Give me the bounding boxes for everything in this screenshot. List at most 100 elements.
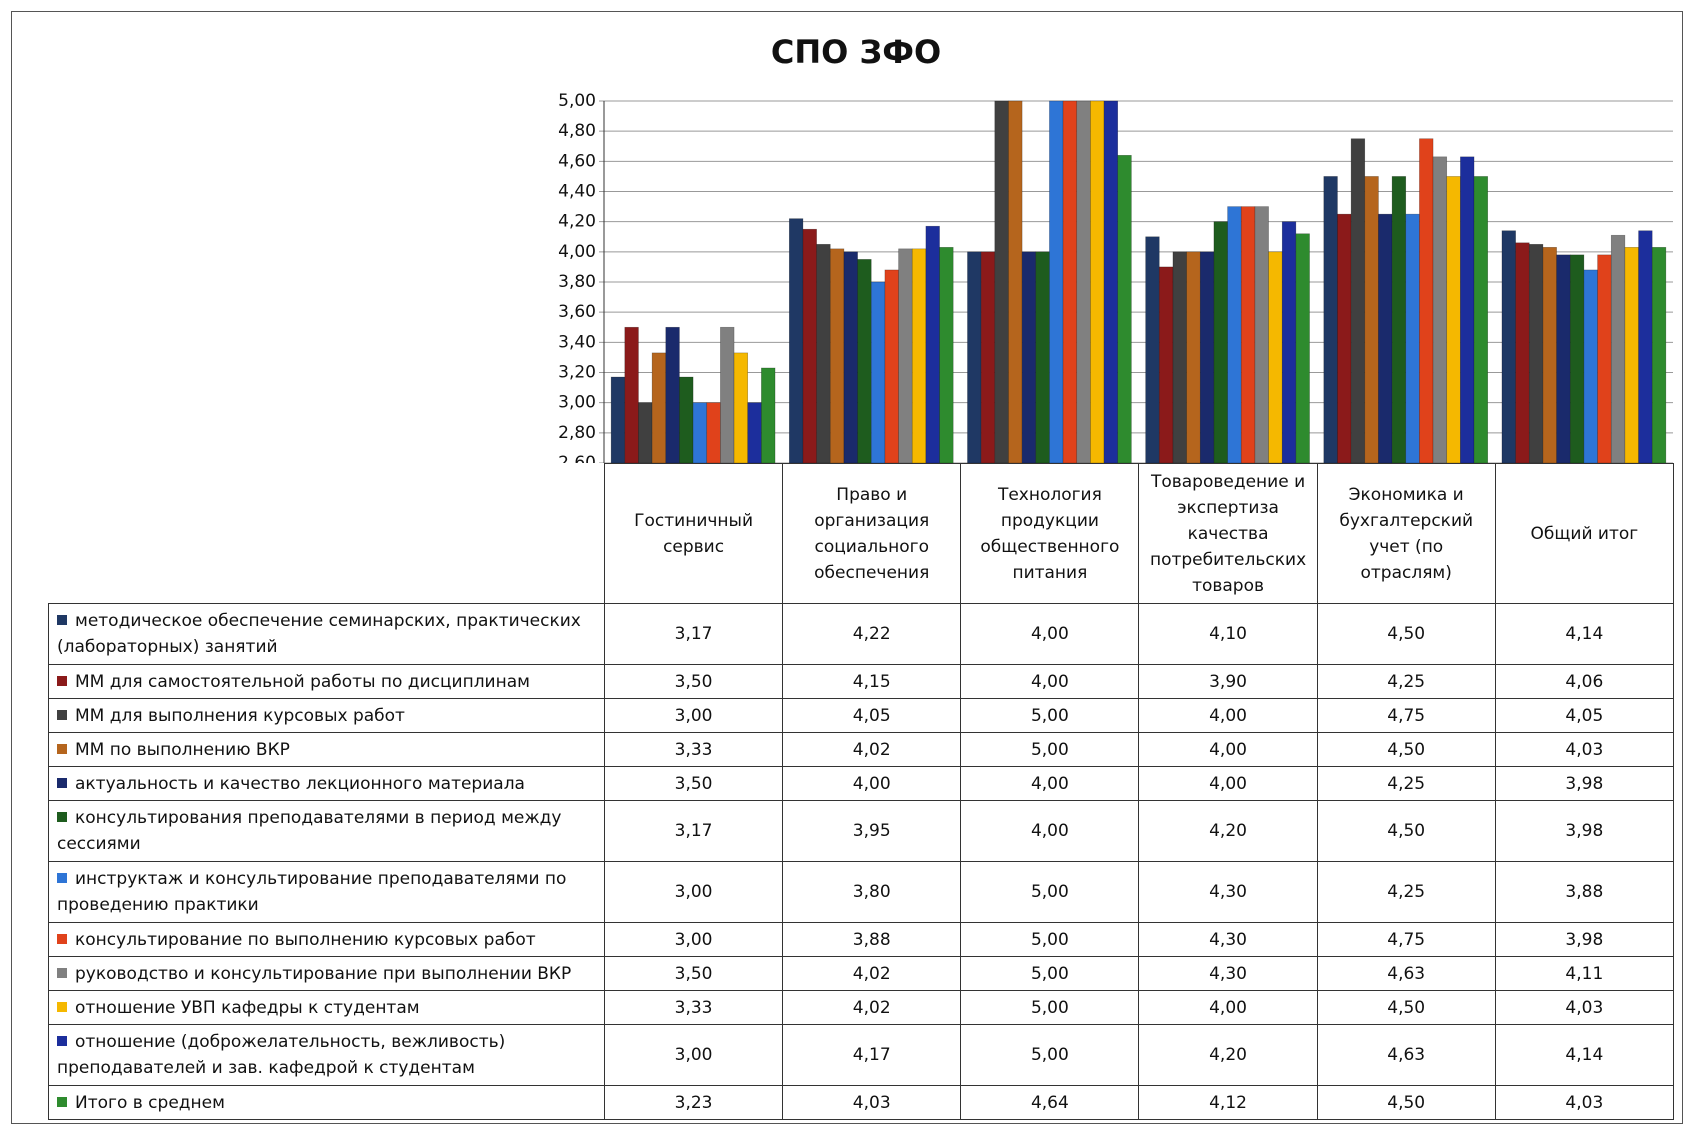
- value-cell: 4,50: [1316, 732, 1496, 767]
- value-cell: 4,03: [1494, 990, 1674, 1025]
- legend-key: [57, 933, 67, 944]
- legend-label: ММ для самостоятельной работы по дисципл…: [75, 671, 530, 692]
- value-cell: 5,00: [960, 956, 1140, 991]
- value-cell: 4,63: [1316, 956, 1496, 991]
- legend-key: [57, 675, 67, 686]
- category-label: Технология продукции общественного питан…: [960, 463, 1140, 604]
- bar: [994, 100, 1009, 463]
- value-cell: 3,50: [603, 956, 784, 991]
- value-cell: 4,05: [1494, 698, 1674, 733]
- value-cell: 3,50: [603, 664, 784, 699]
- bar: [829, 248, 845, 463]
- chart-title: СПО ЗФО: [771, 33, 941, 71]
- bar: [1172, 251, 1187, 463]
- category-label: Общий итог: [1494, 463, 1674, 604]
- table-row: ММ для выполнения курсовых работ 3,00 4,05…: [48, 698, 1674, 733]
- value-cell: 3,17: [603, 603, 784, 665]
- bar: [665, 326, 680, 463]
- bar: [692, 402, 708, 463]
- value-cell: 4,75: [1316, 698, 1496, 733]
- bar: [1090, 100, 1105, 463]
- frame: [11, 11, 1683, 1124]
- legend-key: [57, 1036, 67, 1046]
- value-cell: 3,88: [1494, 861, 1674, 923]
- legend-label: отношение УВП кафедры к студентам: [75, 997, 420, 1018]
- value-cell: 4,15: [782, 664, 962, 699]
- legend-key: [57, 873, 67, 883]
- bar: [1501, 230, 1516, 463]
- value-cell: 4,14: [1494, 603, 1674, 665]
- bar: [1240, 206, 1256, 463]
- bar: [1515, 242, 1530, 463]
- value-cell: 3,50: [603, 766, 784, 801]
- y-tick-label: 4,80: [558, 121, 596, 141]
- legend-label: Итого в среднем: [75, 1092, 225, 1113]
- legend-cell: ММ для выполнения курсовых работ: [48, 698, 605, 733]
- value-cell: 4,14: [1494, 1024, 1674, 1086]
- bar: [1062, 100, 1078, 463]
- value-cell: 5,00: [960, 861, 1140, 923]
- value-cell: 3,00: [603, 861, 784, 923]
- value-cell: 4,00: [1138, 698, 1318, 733]
- value-cell: 4,63: [1316, 1024, 1496, 1086]
- legend-key: [57, 709, 67, 720]
- legend-cell: консультирование по выполнению курсовых …: [48, 922, 605, 957]
- value-cell: 4,05: [782, 698, 962, 733]
- value-cell: 4,22: [782, 603, 962, 665]
- value-cell: 4,50: [1316, 990, 1496, 1025]
- bar: [1076, 100, 1091, 463]
- value-cell: 5,00: [960, 922, 1140, 957]
- bar: [1254, 206, 1269, 463]
- value-cell: 3,17: [603, 800, 784, 862]
- bar: [1337, 213, 1352, 463]
- legend-label: методическое обеспечение семинарских, пр…: [57, 611, 581, 657]
- data-table: Гостиничный сервис Право и организация со…: [48, 463, 1674, 1120]
- bar: [1145, 236, 1160, 463]
- bar: [610, 376, 626, 463]
- table-row: Итого в среднем 3,23 4,03 4,64 4,12 4,50 4,03: [48, 1085, 1674, 1120]
- y-tick-label: 4,60: [558, 151, 596, 171]
- legend-label: руководство и консультирование при выпол…: [75, 963, 572, 984]
- value-cell: 4,00: [960, 766, 1140, 801]
- category-label: Товароведение и экспертиза качества потр…: [1138, 463, 1318, 604]
- bar: [1350, 138, 1366, 463]
- bar: [624, 326, 639, 463]
- y-tick-label: 3,60: [558, 302, 596, 322]
- bar: [1419, 138, 1434, 463]
- y-tick-label: 3,40: [558, 332, 596, 352]
- bar: [1186, 251, 1201, 463]
- value-cell: 4,00: [1138, 990, 1318, 1025]
- y-tick-label: 4,40: [558, 182, 596, 202]
- bar: [1035, 251, 1050, 463]
- bar: [1569, 254, 1585, 463]
- table-row: отношение УВП кафедры к студентам 3,33 4,0…: [48, 990, 1674, 1025]
- bar: [706, 402, 721, 463]
- bar: [1638, 230, 1653, 463]
- bar: [1268, 251, 1283, 463]
- bar: [802, 228, 817, 463]
- value-cell: 4,12: [1138, 1085, 1318, 1120]
- category-label: Гостиничный сервис: [603, 463, 784, 604]
- value-cell: 3,80: [782, 861, 962, 923]
- value-cell: 3,98: [1494, 800, 1674, 862]
- value-cell: 4,00: [1138, 732, 1318, 767]
- value-cell: 3,00: [603, 1024, 784, 1086]
- y-tick-label: 4,00: [558, 242, 596, 262]
- bar: [1460, 156, 1475, 463]
- bar: [857, 259, 872, 463]
- legend-cell: ММ по выполнению ВКР: [48, 732, 605, 767]
- value-cell: 5,00: [960, 732, 1140, 767]
- bar: [939, 247, 954, 463]
- table-row: консультирования преподавателями в перио…: [48, 800, 1674, 862]
- legend-cell: инструктаж и консультирование преподават…: [48, 861, 605, 923]
- table-row: инструктаж и консультирование преподават…: [48, 861, 1674, 923]
- value-cell: 4,50: [1316, 800, 1496, 862]
- y-tick-label: 5,00: [558, 91, 596, 111]
- value-cell: 5,00: [960, 990, 1140, 1025]
- bar: [747, 402, 762, 463]
- bar: [1117, 155, 1132, 463]
- value-cell: 3,00: [603, 922, 784, 957]
- bar: [925, 225, 940, 463]
- bar: [1378, 213, 1393, 463]
- y-tick-label: 3,20: [558, 363, 596, 383]
